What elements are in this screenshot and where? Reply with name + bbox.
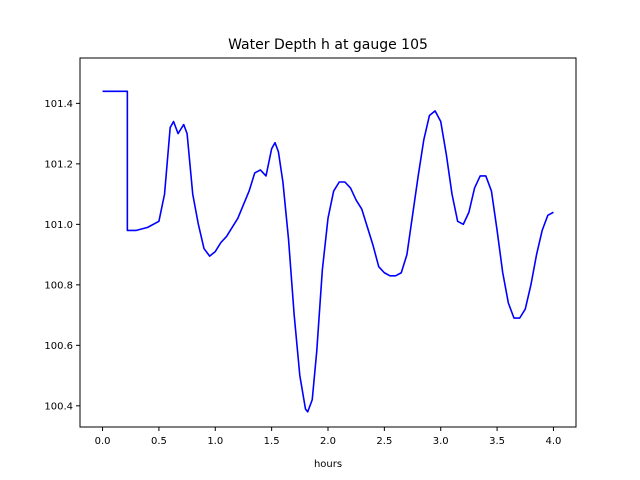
x-tick-label: 4.0 <box>546 436 562 447</box>
chart-title: Water Depth h at gauge 105 <box>228 37 428 53</box>
x-tick-label: 0.5 <box>151 436 167 447</box>
y-tick-label: 100.4 <box>44 401 73 412</box>
series-line-1 <box>102 90 554 413</box>
y-tick-label: 101.4 <box>44 99 73 110</box>
y-tick-label: 101.0 <box>44 220 73 231</box>
x-tick-label: 0.0 <box>95 436 111 447</box>
x-axis-label: hours <box>314 459 342 470</box>
plot-area <box>102 90 554 413</box>
y-axis: 100.4 100.6 100.8 101.0 101.2 101.4 <box>44 99 80 412</box>
y-tick-label: 100.6 <box>44 341 73 352</box>
x-tick-label: 2.5 <box>376 436 392 447</box>
y-tick-label: 101.2 <box>44 159 73 170</box>
y-tick-label: 100.8 <box>44 280 73 291</box>
x-tick-label: 3.5 <box>489 436 505 447</box>
x-axis: 0.0 0.5 1.0 1.5 2.0 2.5 3.0 3.5 4.0 <box>95 427 562 447</box>
x-tick-label: 1.5 <box>264 436 280 447</box>
x-tick-label: 1.0 <box>207 436 223 447</box>
x-tick-label: 3.0 <box>433 436 449 447</box>
x-tick-label: 2.0 <box>320 436 336 447</box>
plot-frame <box>79 57 577 428</box>
